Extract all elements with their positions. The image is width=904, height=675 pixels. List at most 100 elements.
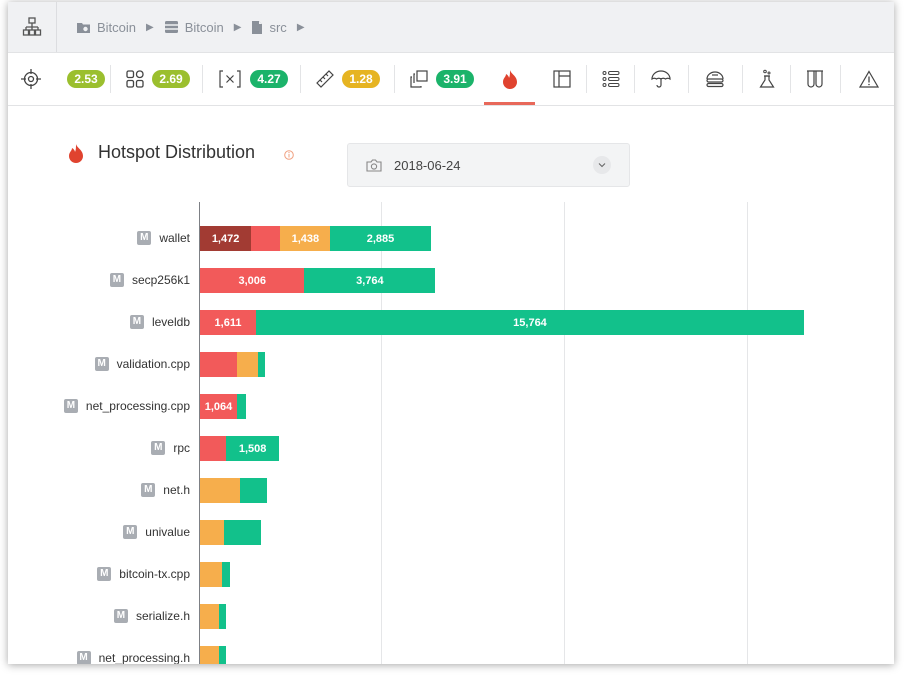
data-label: 15,764 [513,316,547,329]
metric-badge-overview[interactable]: 2.53 [66,53,106,105]
grid-line [564,202,565,664]
category-label: secp256k1 [131,273,190,287]
tab-experiments[interactable] [746,53,788,105]
hierarchy-button[interactable] [8,2,57,52]
modules-icon [126,70,144,88]
breadcrumb-label: Bitcoin [97,19,137,35]
bar-segment[interactable] [200,478,241,503]
bar-segment[interactable] [221,562,230,587]
bar-segment[interactable]: 1,472 [200,226,252,251]
toolbar-button-variables[interactable]: 4.27 [210,53,296,105]
category-label: wallet [159,231,190,245]
active-tab-indicator [484,102,535,105]
tab-layout[interactable] [541,53,583,105]
bar-segment[interactable] [200,436,227,461]
bar-segment[interactable]: 2,885 [330,226,431,251]
grid-line [381,202,382,664]
breadcrumb-item-project[interactable]: Bitcoin [76,20,136,35]
flame-icon [502,70,517,89]
data-label: 3,764 [356,274,384,287]
bar-segment[interactable] [200,520,224,545]
metrics-toolbar: 2.53 2.69 4.27 1.28 3.91 [8,53,894,106]
flame-icon [69,143,83,163]
toolbar-divider [586,65,587,93]
bar-segment[interactable]: 3,006 [200,268,305,293]
tab-tests[interactable] [794,53,836,105]
bar-segment[interactable] [236,352,259,377]
module-badge: M [76,651,91,664]
bar-segment[interactable]: 3,764 [304,268,436,293]
bar-segment[interactable] [200,562,222,587]
data-label: 1,438 [291,232,320,245]
breadcrumb-item-repository[interactable]: Bitcoin [164,20,224,35]
y-axis-line [199,202,200,664]
toolbar-button-overview[interactable] [8,53,54,105]
stack-icon [706,71,724,88]
breadcrumb: Bitcoin ▶ Bitcoin ▶ src ▶ [76,2,315,52]
toolbar-button-modules[interactable]: 2.69 [118,53,198,105]
toolbar-divider [840,65,841,93]
bar-segment[interactable] [258,352,266,377]
chevron-down-icon [593,156,611,174]
window: Bitcoin ▶ Bitcoin ▶ src ▶ 2.53 2.69 [8,2,894,664]
list-icon [602,71,620,87]
bar-segment[interactable]: 1,508 [226,436,279,461]
target-icon [21,69,41,89]
metric-value: 2.69 [152,70,190,88]
bar-segment[interactable] [223,520,261,545]
toolbar-button-duplication[interactable]: 3.91 [402,53,482,105]
bar-segment[interactable]: 1,611 [200,310,256,335]
bar-segment[interactable]: 15,764 [256,310,804,335]
tab-coverage[interactable] [638,53,684,105]
bar-segment[interactable] [200,352,237,377]
bar-segment[interactable] [236,394,247,419]
category-label: bitcoin-tx.cpp [119,567,190,581]
tab-list[interactable] [590,53,632,105]
module-badge: M [63,399,78,413]
breadcrumb-separator[interactable]: ▶ [296,21,305,33]
bar-segment[interactable] [200,604,219,629]
bar-segment[interactable] [200,646,220,664]
tab-hotspots[interactable] [484,53,535,105]
hierarchy-icon [22,17,42,36]
tab-stack[interactable] [692,53,738,105]
umbrella-icon [651,70,671,88]
snapshot-date-select[interactable]: 2018-06-24 [347,143,630,187]
category-label: rpc [173,441,190,455]
breadcrumb-item-directory[interactable]: src [251,19,287,35]
bar-segment[interactable]: 1,438 [280,226,331,251]
flask-icon [759,69,775,88]
data-label: 1,064 [204,400,233,413]
metric-value: 3.91 [436,70,474,88]
category-label: net_processing.cpp [85,399,190,413]
bar-segment[interactable] [251,226,281,251]
bar-segment[interactable] [218,604,226,629]
bar-segment[interactable] [219,646,227,664]
warning-icon [859,70,879,88]
toolbar-button-size[interactable]: 1.28 [308,53,388,105]
info-icon[interactable] [284,150,294,160]
database-icon [164,21,178,33]
breadcrumb-label: src [269,19,287,35]
module-badge: M [137,231,152,245]
test-tubes-icon [807,70,823,88]
bar-segment[interactable] [240,478,267,503]
breadcrumb-label: Bitcoin [184,19,224,35]
tab-warnings[interactable] [844,53,894,105]
bar-segment[interactable]: 1,064 [200,394,237,419]
category-label: net.h [163,483,190,497]
data-label: 2,885 [366,232,395,245]
toolbar-divider [110,65,111,93]
